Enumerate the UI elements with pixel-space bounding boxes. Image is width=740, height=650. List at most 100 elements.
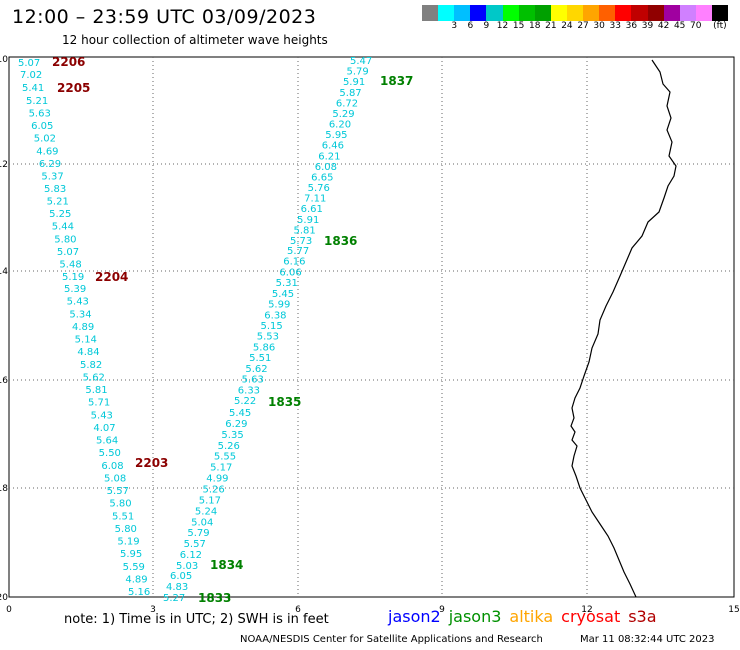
wave-height-label: 5.95	[325, 130, 347, 141]
wave-height-label: 5.62	[245, 364, 267, 375]
legend-s3a: s3a	[628, 607, 657, 626]
wave-height-label: 5.14	[75, 335, 97, 346]
wave-height-label: 5.81	[85, 385, 107, 396]
wave-height-label: 5.16	[128, 587, 150, 598]
legend-altika: altika	[509, 607, 554, 626]
colorbar-swatch	[679, 5, 696, 21]
map-frame	[8, 56, 735, 598]
wave-height-label: 4.89	[72, 322, 94, 333]
colorbar-swatch	[615, 5, 632, 21]
wave-height-label: 5.73	[290, 236, 312, 247]
pass-time-label: 2203	[135, 456, 168, 470]
wave-height-label: 5.47	[350, 56, 372, 67]
wave-height-label: 4.84	[77, 347, 99, 358]
wave-height-label: 5.15	[261, 321, 283, 332]
colorbar-swatch	[647, 5, 664, 21]
wave-height-label: 5.04	[191, 517, 213, 528]
colorbar-label: (ft)	[713, 21, 727, 31]
wave-height-label: 5.48	[59, 259, 81, 270]
wave-height-label: 5.80	[54, 234, 76, 245]
colorbar-label: 21	[545, 21, 557, 31]
y-tick-label: -20	[0, 593, 8, 603]
wave-height-colorbar	[422, 5, 729, 21]
y-tick-label: -18	[0, 484, 8, 494]
wave-height-label: 5.43	[67, 297, 89, 308]
wave-height-label: 5.63	[29, 109, 51, 120]
wave-height-label: 6.05	[31, 121, 53, 132]
x-tick-label: 9	[439, 605, 445, 615]
wave-height-label: 5.26	[203, 485, 225, 496]
wave-height-label: 5.08	[104, 473, 126, 484]
colorbar-swatch	[566, 5, 584, 21]
wave-height-label: 6.33	[238, 385, 260, 396]
colorbar-label: 36	[625, 21, 638, 31]
wave-height-label: 5.34	[69, 309, 91, 320]
wave-height-label: 5.63	[242, 375, 264, 386]
pass-time-label: 1834	[210, 558, 243, 572]
colorbar-label: 24	[561, 21, 573, 31]
map-subtitle: 12 hour collection of altimeter wave hei…	[62, 33, 328, 47]
timestamp-text: Mar 11 08:32:44 UTC 2023	[580, 634, 715, 645]
wave-height-label: 5.81	[294, 225, 316, 236]
wave-height-label: 5.21	[26, 96, 48, 107]
wave-height-label: 5.17	[210, 463, 232, 474]
wave-height-label: 5.45	[229, 408, 251, 419]
wave-height-label: 5.44	[52, 222, 74, 233]
colorbar-swatch	[438, 5, 455, 21]
y-tick-label: -16	[0, 376, 8, 386]
wave-height-label: 5.82	[80, 360, 102, 371]
wave-height-label: 5.03	[176, 561, 198, 572]
wave-height-label: 5.50	[99, 448, 121, 459]
wave-height-label: 5.19	[117, 537, 139, 548]
footer-note: note: 1) Time is in UTC; 2) SWH is in fe…	[64, 612, 329, 627]
colorbar-label: 27	[577, 21, 589, 31]
wave-height-label: 5.43	[91, 410, 113, 421]
y-tick-label: -12	[0, 160, 8, 170]
colorbar-swatch	[534, 5, 551, 21]
wave-height-label: 6.65	[311, 172, 333, 183]
wave-height-label: 5.22	[234, 396, 256, 407]
coastline	[570, 59, 677, 598]
wave-height-label: 5.91	[343, 77, 365, 88]
wave-height-label: 4.07	[93, 423, 115, 434]
wave-height-label: 5.95	[120, 549, 142, 560]
wave-height-label: 5.17	[199, 495, 221, 506]
legend-jason2: jason2	[388, 607, 441, 626]
pass-time-label: 2206	[52, 55, 85, 69]
wave-height-label: 6.21	[318, 151, 340, 162]
legend-cryosat: cryosat	[561, 607, 621, 626]
pass-time-label: 1837	[380, 74, 413, 88]
wave-height-label: 4.83	[166, 582, 188, 593]
wave-height-label: 5.79	[187, 528, 209, 539]
wave-height-label: 5.51	[112, 511, 134, 522]
pass-time-label: 1835	[268, 395, 301, 409]
wave-height-label: 5.55	[214, 452, 236, 463]
satellite-legend: jason2 jason3 altika cryosat s3a	[388, 607, 665, 626]
pass-time-label: 2204	[95, 270, 128, 284]
wave-height-label: 5.27	[163, 593, 185, 604]
wave-height-label: 6.46	[322, 141, 344, 152]
wave-height-label: 5.07	[57, 247, 79, 258]
x-tick-label: 6	[295, 605, 301, 615]
wave-height-label: 5.64	[96, 436, 118, 447]
colorbar-swatch	[711, 5, 729, 21]
wave-height-label: 6.29	[225, 419, 247, 430]
colorbar-label: 12	[496, 21, 509, 31]
pass-time-label: 2205	[57, 81, 90, 95]
wave-height-label: 5.02	[34, 134, 56, 145]
wave-height-label: 6.05	[170, 571, 192, 582]
wave-height-label: 5.29	[332, 109, 354, 120]
wave-height-label: 5.19	[62, 272, 84, 283]
colorbar-label: 39	[641, 21, 654, 31]
wave-height-label: 5.79	[346, 67, 368, 78]
colorbar-labels: 3 6 9 12 15 18 21 24 27 30 33 36 39 42 45 70 (ft)	[422, 21, 740, 35]
map-title: 12:00 – 23:59 UTC 03/09/2023	[12, 6, 317, 28]
wave-height-label: 5.83	[44, 184, 66, 195]
wave-height-label: 7.11	[304, 194, 326, 205]
wave-height-label: 5.57	[107, 486, 129, 497]
wave-height-label: 6.12	[180, 550, 202, 561]
colorbar-swatch	[599, 5, 616, 21]
wave-height-label: 6.16	[283, 257, 305, 268]
wave-height-label: 5.99	[268, 300, 290, 311]
